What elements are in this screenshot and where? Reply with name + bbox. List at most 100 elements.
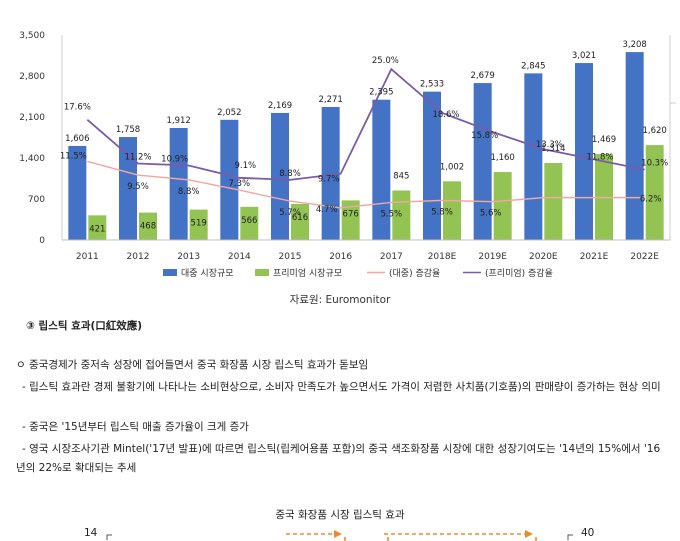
bar-premium — [189, 209, 208, 240]
second-chart-right-tick: 40 — [581, 527, 595, 539]
x-tick-label: 2021E — [580, 252, 609, 262]
doc-paragraph-2: - 립스틱 효과란 경제 불황기에 나타나는 소비현상으로, 소비자 만족도가 … — [22, 381, 661, 393]
growth-rate-label: 5.6% — [480, 209, 502, 219]
legend: 대중 시장규모 프리미엄 시장규모 (대중) 증감율 (프리미엄) 증감율 — [163, 267, 553, 279]
growth-rate-label: 8.8% — [178, 187, 200, 197]
x-axis: 2011 2012 2013 2014 2015 2016 2017 2018E 2019E 20… — [62, 239, 670, 262]
growth-rate-label: 17.6% — [64, 103, 91, 113]
bar-value-label: 3,021 — [572, 51, 596, 61]
chart-source: 자료원: Euromonitor — [289, 294, 391, 306]
bar-value-label: 1,620 — [642, 126, 666, 136]
growth-rate-label: 5.8% — [431, 207, 453, 217]
y-tick-label: 3,500 — [19, 31, 45, 41]
doc-paragraph-3: - 중국은 '15년부터 립스틱 매출 증가율이 크게 증가 — [22, 421, 249, 433]
y-tick-label: 0 — [39, 236, 45, 246]
bar-mass — [423, 91, 441, 240]
growth-rate-label: 25.0% — [372, 56, 399, 66]
second-chart-left-tick: 14 — [84, 527, 98, 539]
second-chart-left-corner — [106, 534, 112, 540]
bar-value-label: 1,160 — [490, 153, 514, 163]
legend-label: 프리미엄 시장규모 — [273, 267, 342, 279]
bar-mass — [524, 73, 543, 240]
x-tick-label: 2017 — [380, 252, 403, 262]
growth-rate-label: 11.2% — [124, 152, 151, 162]
orange-arrow-head-2 — [525, 530, 533, 538]
bar-mass — [625, 52, 644, 240]
legend-swatch — [255, 269, 269, 276]
bar-premium — [341, 200, 360, 240]
legend-label: (대중) 증감율 — [389, 267, 440, 279]
growth-rate-label: 10.3% — [641, 159, 668, 169]
growth-rate-label: 11.8% — [586, 152, 613, 162]
x-tick-label: 2013 — [177, 252, 200, 262]
bar-value-label: 676 — [343, 209, 359, 219]
bar-mass — [119, 137, 137, 240]
data-labels-group: 1,606 1,758 1,912 2,052 2,169 2,271 2,395 2,533… — [60, 40, 668, 234]
bar-value-label: 616 — [292, 213, 308, 223]
y-tick-label: 1,400 — [19, 154, 45, 164]
growth-rate-label: 10.9% — [161, 155, 188, 165]
bar-premium — [443, 181, 461, 240]
bar-mass — [372, 99, 391, 240]
bar-value-label: 2,052 — [217, 108, 241, 118]
legend-swatch — [163, 269, 177, 276]
lines-group — [86, 67, 645, 209]
bar-value-label: 1,469 — [592, 135, 616, 145]
bar-premium — [240, 206, 259, 240]
bar-value-label: 1,314 — [541, 144, 565, 154]
growth-rate-label: 18.6% — [432, 110, 459, 120]
bar-premium — [645, 145, 664, 240]
bar-value-label: 2,395 — [369, 88, 393, 98]
y-tick-label: 2,100 — [19, 113, 45, 123]
growth-rate-label: 8.8% — [279, 169, 301, 179]
bar-value-label: 1,606 — [65, 134, 89, 144]
second-chart-right-corner — [567, 534, 573, 540]
growth-rate-label: 9.7% — [318, 175, 340, 185]
growth-rate-label: 6.2% — [640, 195, 662, 205]
growth-rate-label: 5.5% — [381, 209, 403, 219]
bar-value-label: 1,002 — [440, 162, 464, 172]
bar-value-label: 468 — [140, 222, 156, 232]
x-tick-label: 2012 — [127, 252, 150, 262]
y-tick-label: 700 — [28, 195, 45, 205]
doc-paragraph-4: - 영국 시장조사기관 Mintel('17년 발표)에 따르면 립스틱(립케어… — [16, 443, 661, 474]
bar-value-label: 1,912 — [166, 116, 190, 126]
bar-mass — [271, 112, 289, 240]
bar-value-label: 519 — [191, 219, 207, 229]
bar-mass — [169, 128, 188, 240]
bar-premium — [139, 212, 157, 240]
growth-rate-label: 13.3% — [536, 140, 563, 150]
legend-label: 대중 시장규모 — [181, 268, 234, 279]
second-chart-title: 중국 화장품 시장 립스틱 효과 — [275, 509, 405, 521]
bar-premium — [544, 163, 563, 240]
legend-label: (프리미엄) 증감율 — [485, 267, 553, 279]
bar-premium — [291, 203, 309, 240]
x-tick-label: 2015 — [279, 252, 302, 262]
bar-value-label: 2,169 — [268, 101, 292, 111]
bar-value-label: 2,679 — [470, 71, 494, 81]
x-tick-label: 2016 — [329, 252, 352, 262]
growth-rate-label: 5.7% — [279, 208, 301, 218]
x-tick-label: 2018E — [428, 252, 457, 262]
growth-rate-label: 7.3% — [229, 179, 251, 189]
bar-mass — [68, 145, 87, 240]
bar-value-label: 421 — [89, 224, 105, 234]
orange-arrow-head — [334, 530, 342, 538]
section-heading: ③ 립스틱 효과(口紅效應) — [26, 320, 143, 332]
bar-mass — [220, 119, 239, 240]
bar-value-label: 3,208 — [622, 40, 646, 50]
y-axis: 0 700 1,400 2,100 2,800 3,500 — [19, 31, 63, 246]
y-tick-label: 2,800 — [19, 72, 45, 82]
x-tick-label: 2020E — [529, 252, 558, 262]
bar-mass — [575, 63, 593, 241]
doc-paragraph-1: ㅇ 중국경제가 중저속 성장에 접어들면서 중국 화장품 시장 립스틱 효과가 … — [16, 359, 369, 371]
bar-value-label: 2,533 — [420, 80, 444, 90]
growth-rate-label: 4.7% — [316, 205, 338, 215]
x-tick-label: 2014 — [228, 252, 251, 262]
x-tick-label: 2019E — [478, 252, 507, 262]
bar-value-label: 566 — [241, 216, 257, 226]
growth-rate-label: 11.5% — [60, 151, 87, 161]
growth-rate-label: 9.5% — [127, 182, 149, 192]
x-tick-label: 2022E — [630, 252, 659, 262]
